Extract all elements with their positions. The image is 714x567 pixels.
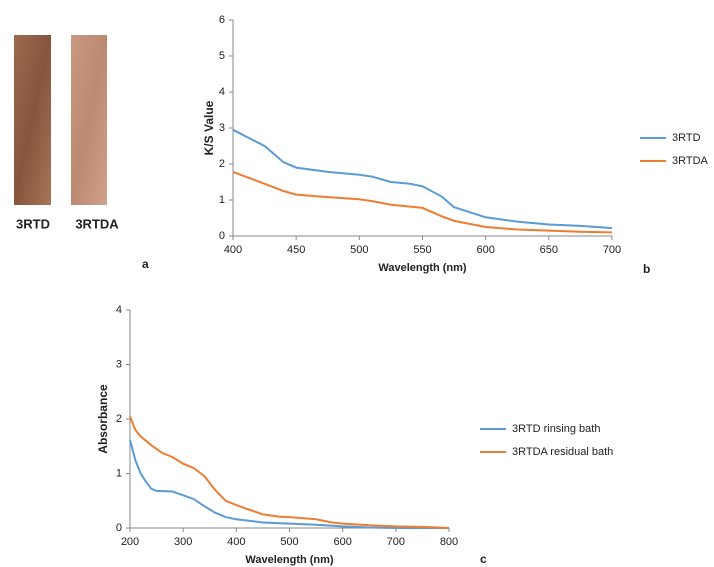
fabric-swatch <box>71 35 107 205</box>
y-tick-label: 6 <box>219 14 225 26</box>
data-line <box>129 415 450 529</box>
legend-label: 3RTD rinsing bath <box>512 423 600 435</box>
x-tick-label: 700 <box>603 244 621 256</box>
y-tick-label: 2 <box>116 413 122 425</box>
y-tick-label: 0 <box>219 230 225 242</box>
x-tick-label: 450 <box>287 244 305 256</box>
y-tick-label: 2 <box>219 158 225 170</box>
fabric-swatch <box>14 35 51 205</box>
y-tick-label: 5 <box>219 50 225 62</box>
x-tick-label: 300 <box>174 536 192 548</box>
x-tick-label: 700 <box>387 536 405 548</box>
y-tick-label: 4 <box>116 304 122 316</box>
y-tick-label: 1 <box>116 467 122 479</box>
x-tick-label: 550 <box>413 244 431 256</box>
y-axis-label: K/S Value <box>202 100 216 155</box>
x-tick-label: 500 <box>280 536 298 548</box>
x-tick-label: 600 <box>333 536 351 548</box>
y-tick-label: 4 <box>219 86 225 98</box>
swatch-label: 3RTDA <box>75 216 119 231</box>
panel-label: b <box>643 262 650 276</box>
swatch-label: 3RTD <box>16 216 50 231</box>
data-line <box>129 439 449 529</box>
panel-label: a <box>142 257 149 271</box>
x-tick-label: 800 <box>440 536 458 548</box>
x-tick-label: 400 <box>227 536 245 548</box>
x-tick-label: 500 <box>350 244 368 256</box>
x-axis-label: Wavelength (nm) <box>378 262 467 274</box>
x-tick-label: 200 <box>121 536 139 548</box>
x-tick-label: 400 <box>224 244 242 256</box>
data-line <box>232 170 613 234</box>
legend-label: 3RTDA residual bath <box>512 446 613 458</box>
panel-label: c <box>480 552 487 566</box>
y-tick-label: 1 <box>219 194 225 206</box>
data-line <box>232 128 613 230</box>
y-tick-label: 0 <box>116 522 122 534</box>
x-tick-label: 600 <box>476 244 494 256</box>
x-tick-label: 650 <box>540 244 558 256</box>
x-axis-label: Wavelength (nm) <box>245 554 334 566</box>
legend-label: 3RTDA <box>672 155 709 167</box>
y-tick-label: 3 <box>219 122 225 134</box>
legend-label: 3RTD <box>672 132 701 144</box>
y-axis-label: Absorbance <box>96 384 110 454</box>
y-tick-label: 3 <box>116 358 122 370</box>
